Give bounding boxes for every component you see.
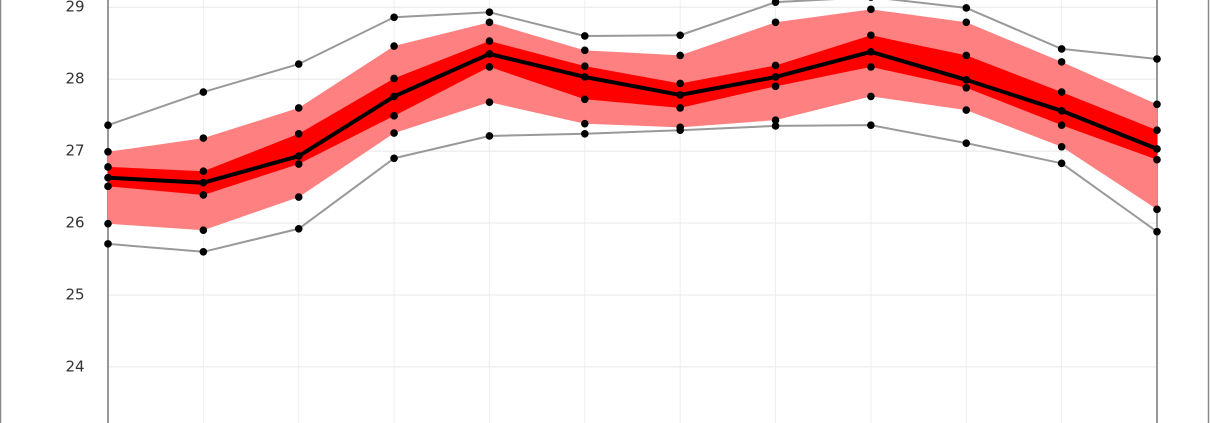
point [962, 106, 971, 114]
point [1153, 55, 1161, 63]
point [1057, 88, 1066, 96]
point [676, 91, 684, 99]
point [390, 42, 398, 50]
y-tick-label: 24 [65, 357, 84, 375]
point [199, 134, 208, 142]
point [294, 160, 303, 168]
point [1057, 106, 1066, 115]
band [108, 9, 1157, 231]
series-line [107, 49, 1158, 185]
point [771, 82, 780, 91]
point [1153, 145, 1161, 153]
point [1057, 142, 1066, 151]
point [771, 0, 780, 6]
point [104, 173, 112, 182]
point [294, 104, 303, 112]
point [390, 112, 398, 120]
point [676, 126, 684, 135]
point [485, 63, 494, 71]
point [962, 51, 971, 60]
point [294, 193, 303, 201]
point [1057, 121, 1066, 129]
point [199, 247, 208, 256]
y-tick-label: 27 [65, 142, 84, 160]
y-tick-label: 25 [65, 285, 84, 303]
y-tick-label: 26 [65, 214, 84, 232]
y-tick-label: 29 [65, 0, 84, 16]
point [1153, 205, 1161, 214]
point [867, 92, 875, 101]
point [485, 8, 494, 17]
point [104, 219, 112, 228]
point [294, 224, 303, 233]
point [199, 88, 208, 96]
point [1153, 100, 1161, 109]
point [868, 0, 874, 1]
series-line [107, 124, 1158, 253]
point [676, 51, 684, 60]
point [962, 139, 971, 147]
point [1153, 155, 1161, 164]
point [676, 79, 684, 88]
point [581, 130, 589, 138]
point [104, 147, 112, 156]
point [771, 122, 780, 130]
point [962, 76, 971, 84]
point [1153, 126, 1161, 135]
point [581, 32, 589, 40]
point [199, 167, 208, 176]
point [294, 152, 303, 160]
point [581, 46, 589, 55]
point [199, 178, 208, 187]
point [867, 121, 875, 129]
point [771, 116, 780, 124]
point [199, 226, 208, 235]
point [771, 73, 780, 81]
point [867, 63, 875, 71]
point [676, 104, 684, 112]
point [962, 18, 971, 27]
point [676, 31, 684, 40]
point [294, 130, 303, 138]
point [390, 92, 398, 101]
point [771, 18, 780, 27]
point [485, 132, 494, 140]
point [867, 5, 875, 14]
series-line [107, 0, 1158, 127]
point [581, 95, 589, 104]
point [104, 163, 112, 171]
point [485, 37, 494, 45]
point [581, 119, 589, 128]
point [867, 31, 875, 40]
point [390, 129, 398, 137]
point [771, 61, 780, 70]
point [390, 13, 398, 22]
point [485, 98, 494, 106]
point [104, 121, 112, 129]
y-tick-label: 28 [65, 70, 84, 88]
point [104, 182, 112, 191]
point [1057, 58, 1066, 66]
point [581, 73, 589, 81]
point [104, 240, 112, 248]
point [485, 50, 494, 58]
point [485, 18, 494, 27]
point [294, 60, 303, 68]
point [581, 62, 589, 70]
point [867, 47, 875, 56]
point [1057, 45, 1066, 53]
point [390, 154, 398, 163]
point [1057, 159, 1066, 168]
point [199, 191, 208, 199]
point [962, 83, 971, 92]
point [1153, 227, 1161, 236]
point [962, 4, 971, 12]
point [390, 74, 398, 83]
